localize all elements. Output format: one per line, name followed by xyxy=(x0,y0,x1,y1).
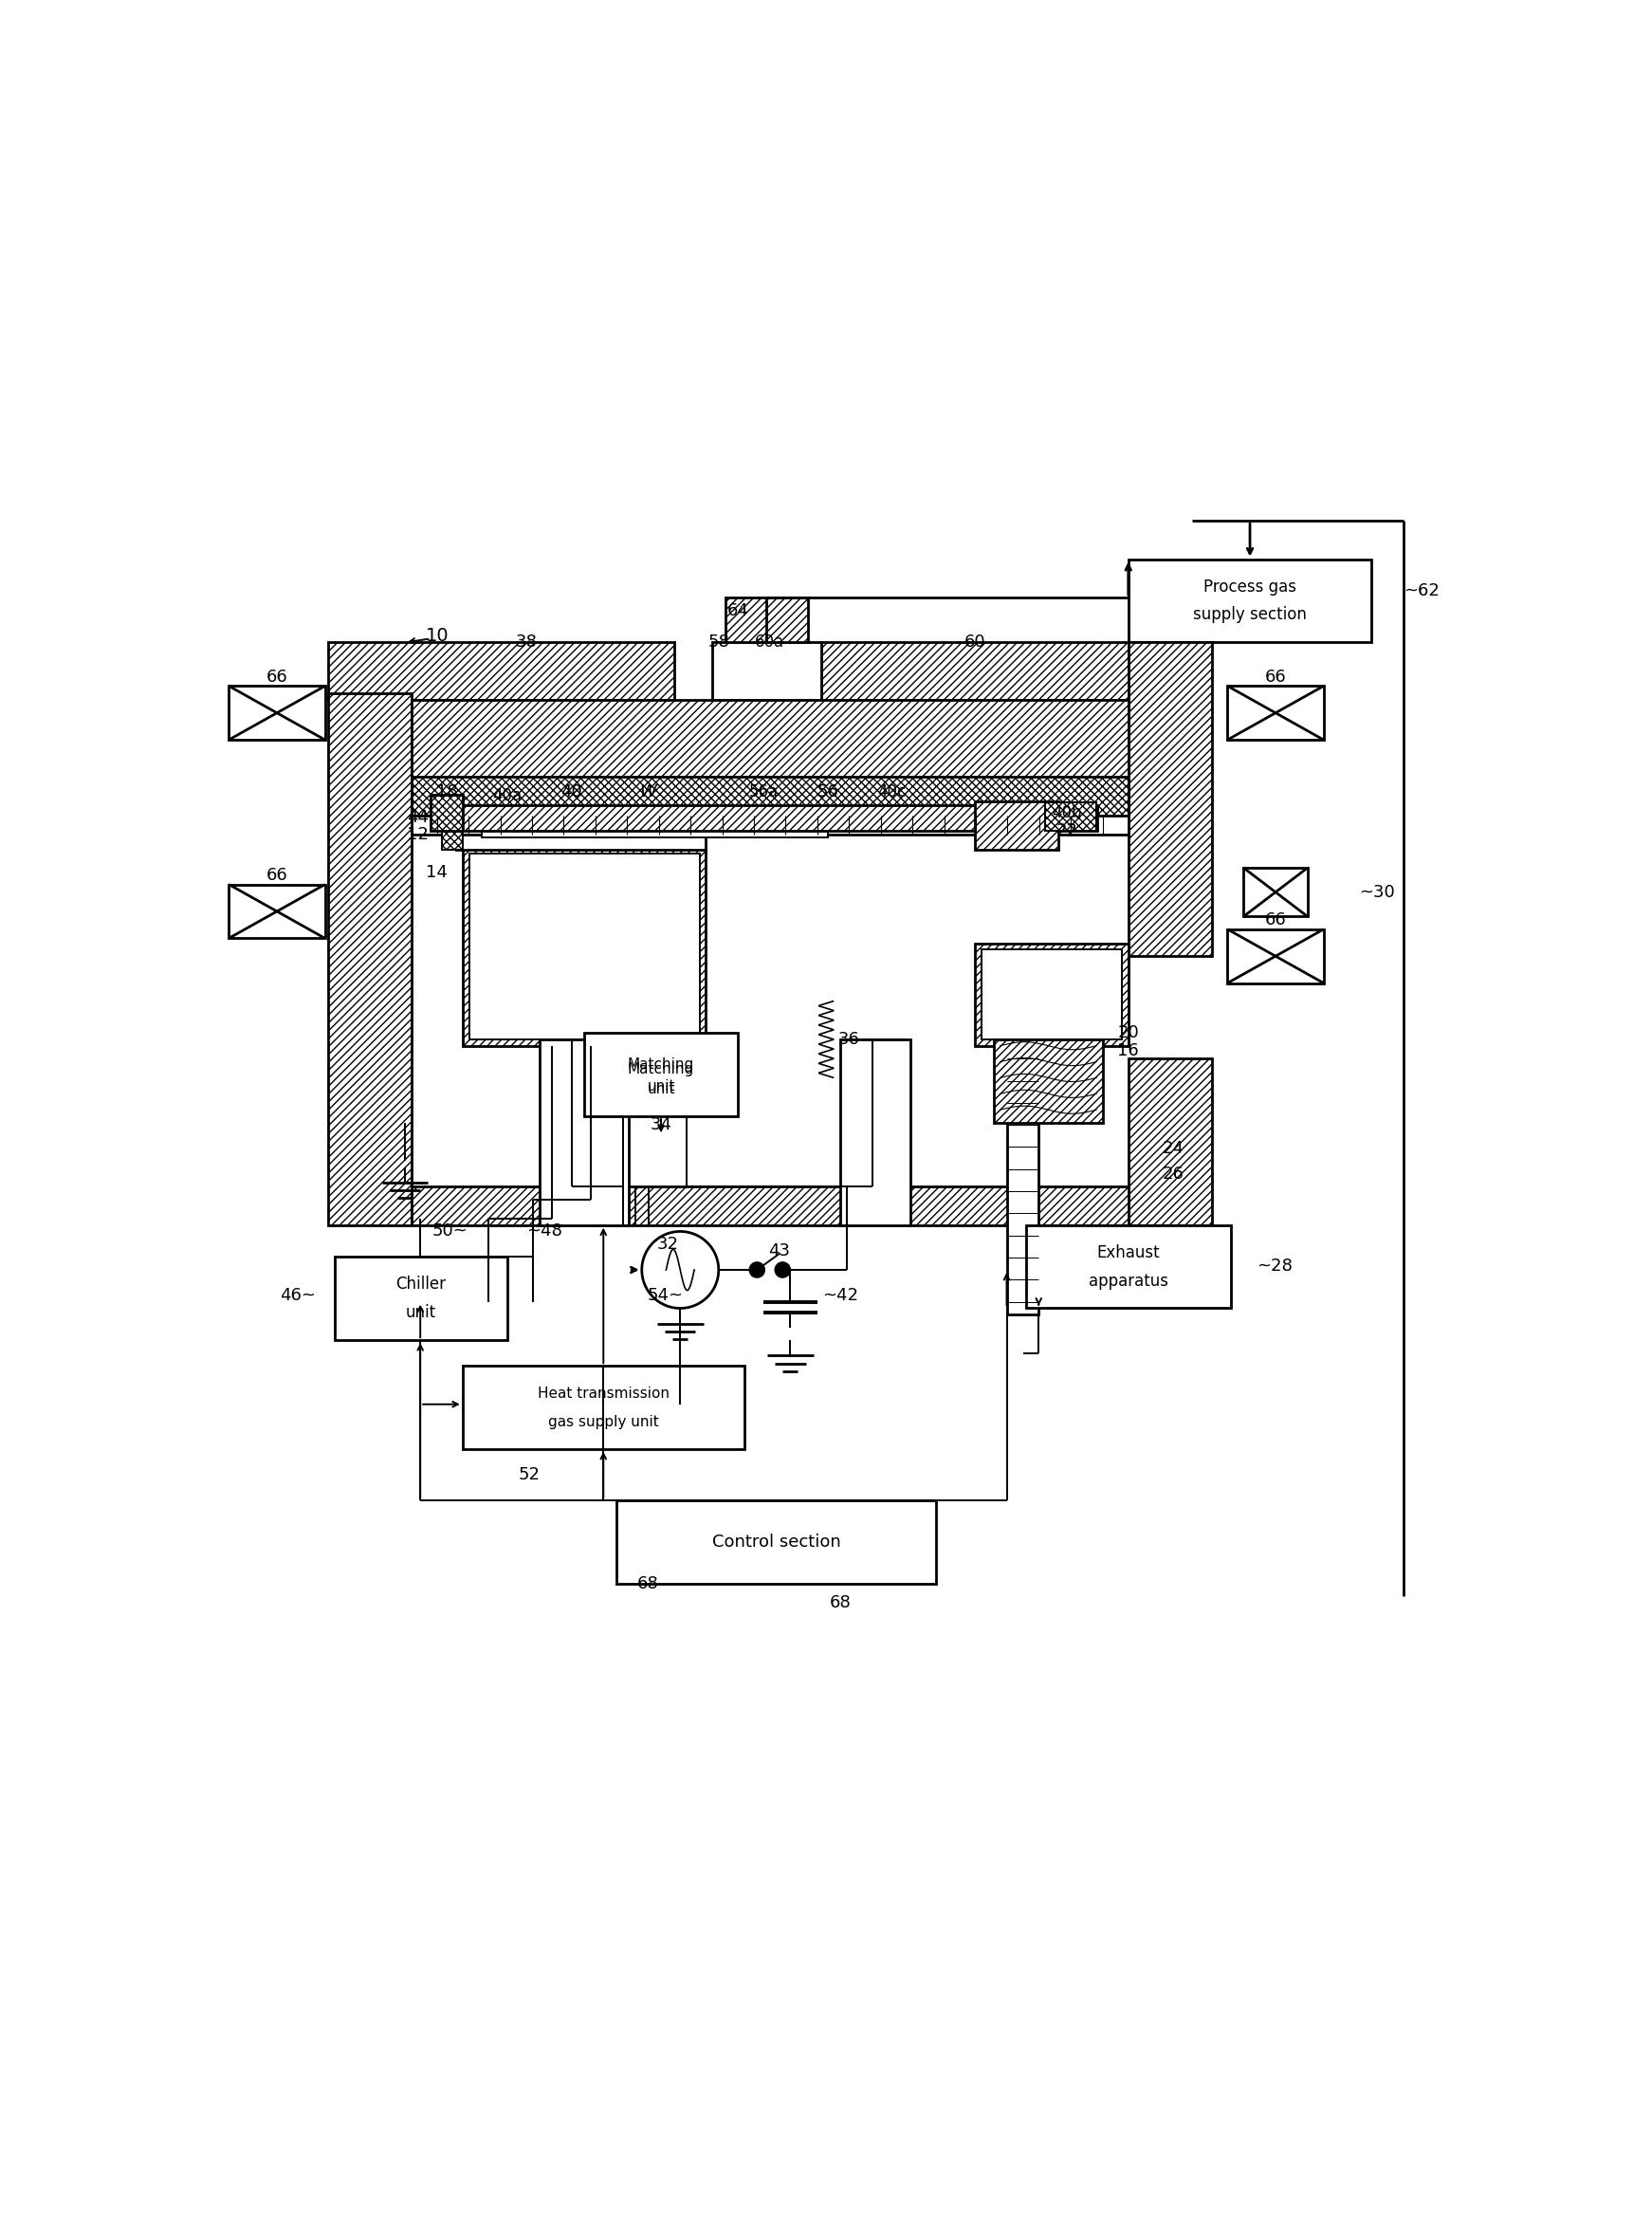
Text: 66: 66 xyxy=(266,867,287,885)
Text: Process gas: Process gas xyxy=(1203,578,1297,596)
Bar xyxy=(975,800,1057,849)
Bar xyxy=(539,1040,629,1225)
Bar xyxy=(1227,929,1323,983)
Text: apparatus: apparatus xyxy=(1089,1272,1168,1289)
Text: 58: 58 xyxy=(707,634,730,651)
Text: ~62: ~62 xyxy=(1404,582,1439,600)
Text: Exhaust: Exhaust xyxy=(1097,1245,1160,1260)
Bar xyxy=(1026,1225,1231,1309)
Text: 32: 32 xyxy=(656,1236,679,1254)
Bar xyxy=(411,776,1128,816)
Text: 54~: 54~ xyxy=(648,1287,682,1305)
Text: 44: 44 xyxy=(406,809,428,827)
Text: 50~: 50~ xyxy=(431,1223,468,1240)
Text: 16: 16 xyxy=(1117,1043,1140,1060)
Text: Matching: Matching xyxy=(628,1058,694,1071)
Text: ~30: ~30 xyxy=(1358,883,1394,900)
Text: 52: 52 xyxy=(519,1467,540,1483)
Bar xyxy=(329,694,411,1225)
Bar xyxy=(482,829,828,838)
Text: ~42: ~42 xyxy=(823,1287,859,1305)
Text: 14: 14 xyxy=(426,865,448,883)
Text: 43: 43 xyxy=(768,1243,790,1258)
Text: 36: 36 xyxy=(838,1031,861,1047)
Text: 68: 68 xyxy=(829,1594,851,1612)
Text: 22: 22 xyxy=(1056,823,1077,840)
Text: W: W xyxy=(639,785,656,800)
Text: 34: 34 xyxy=(651,1116,672,1134)
Bar xyxy=(995,1040,1104,1123)
Bar xyxy=(981,949,1122,1040)
Text: 38: 38 xyxy=(515,634,537,651)
Bar xyxy=(1227,687,1323,740)
Text: 68: 68 xyxy=(638,1576,659,1592)
Bar xyxy=(230,687,325,740)
Text: 64: 64 xyxy=(727,602,748,618)
Text: ~28: ~28 xyxy=(1256,1258,1292,1274)
Text: 40b: 40b xyxy=(1052,805,1082,820)
Text: gas supply unit: gas supply unit xyxy=(548,1414,659,1429)
Bar xyxy=(712,642,821,700)
Text: 66: 66 xyxy=(1265,669,1287,685)
Bar xyxy=(616,1501,937,1583)
Text: 10: 10 xyxy=(425,627,449,645)
Bar xyxy=(1046,803,1097,831)
Bar xyxy=(1128,560,1371,642)
Bar xyxy=(456,834,705,849)
Bar xyxy=(725,598,808,642)
Text: supply section: supply section xyxy=(1193,607,1307,625)
Bar xyxy=(585,1034,738,1116)
Bar xyxy=(463,847,705,1045)
Text: 12: 12 xyxy=(406,827,428,843)
Bar xyxy=(821,642,1166,700)
Bar xyxy=(443,829,463,849)
Text: 40a: 40a xyxy=(492,787,522,805)
Bar xyxy=(1128,642,1211,956)
Text: Control section: Control section xyxy=(712,1534,841,1549)
Text: unit: unit xyxy=(648,1080,676,1094)
Text: ~48: ~48 xyxy=(527,1223,562,1240)
Text: Matching: Matching xyxy=(628,1063,694,1076)
Text: 26: 26 xyxy=(1163,1165,1184,1183)
Text: unit: unit xyxy=(648,1083,676,1096)
Bar xyxy=(411,1187,1128,1225)
Bar xyxy=(1244,867,1308,916)
Text: 40c: 40c xyxy=(877,785,905,800)
Bar xyxy=(975,943,1128,1045)
Bar xyxy=(334,1256,507,1340)
Bar xyxy=(458,805,1097,831)
Text: 66: 66 xyxy=(1265,911,1287,929)
Bar xyxy=(329,642,674,700)
Bar xyxy=(230,885,325,938)
Text: 56: 56 xyxy=(816,785,838,800)
Bar xyxy=(431,796,463,831)
Text: 20: 20 xyxy=(1117,1025,1140,1043)
Text: 40: 40 xyxy=(560,785,582,800)
Text: 66: 66 xyxy=(266,669,287,685)
Text: 56a: 56a xyxy=(748,785,778,800)
Circle shape xyxy=(775,1263,790,1278)
Bar xyxy=(846,1040,904,1225)
Bar xyxy=(411,700,1128,776)
Bar xyxy=(552,1040,616,1225)
Text: 60a: 60a xyxy=(755,634,785,651)
Circle shape xyxy=(750,1263,765,1278)
Text: 24: 24 xyxy=(1163,1140,1184,1156)
Bar xyxy=(463,1365,743,1449)
Bar xyxy=(1006,1034,1039,1314)
Bar xyxy=(1128,1058,1211,1225)
Bar xyxy=(841,1040,910,1225)
Bar xyxy=(469,854,699,1040)
Text: 46~: 46~ xyxy=(279,1287,316,1305)
Text: Chiller: Chiller xyxy=(396,1276,446,1294)
Text: unit: unit xyxy=(406,1305,436,1320)
Text: 60: 60 xyxy=(965,634,985,651)
Circle shape xyxy=(641,1232,719,1309)
Text: Heat transmission: Heat transmission xyxy=(537,1387,669,1400)
Bar xyxy=(411,816,1128,834)
Text: 18: 18 xyxy=(436,785,458,800)
